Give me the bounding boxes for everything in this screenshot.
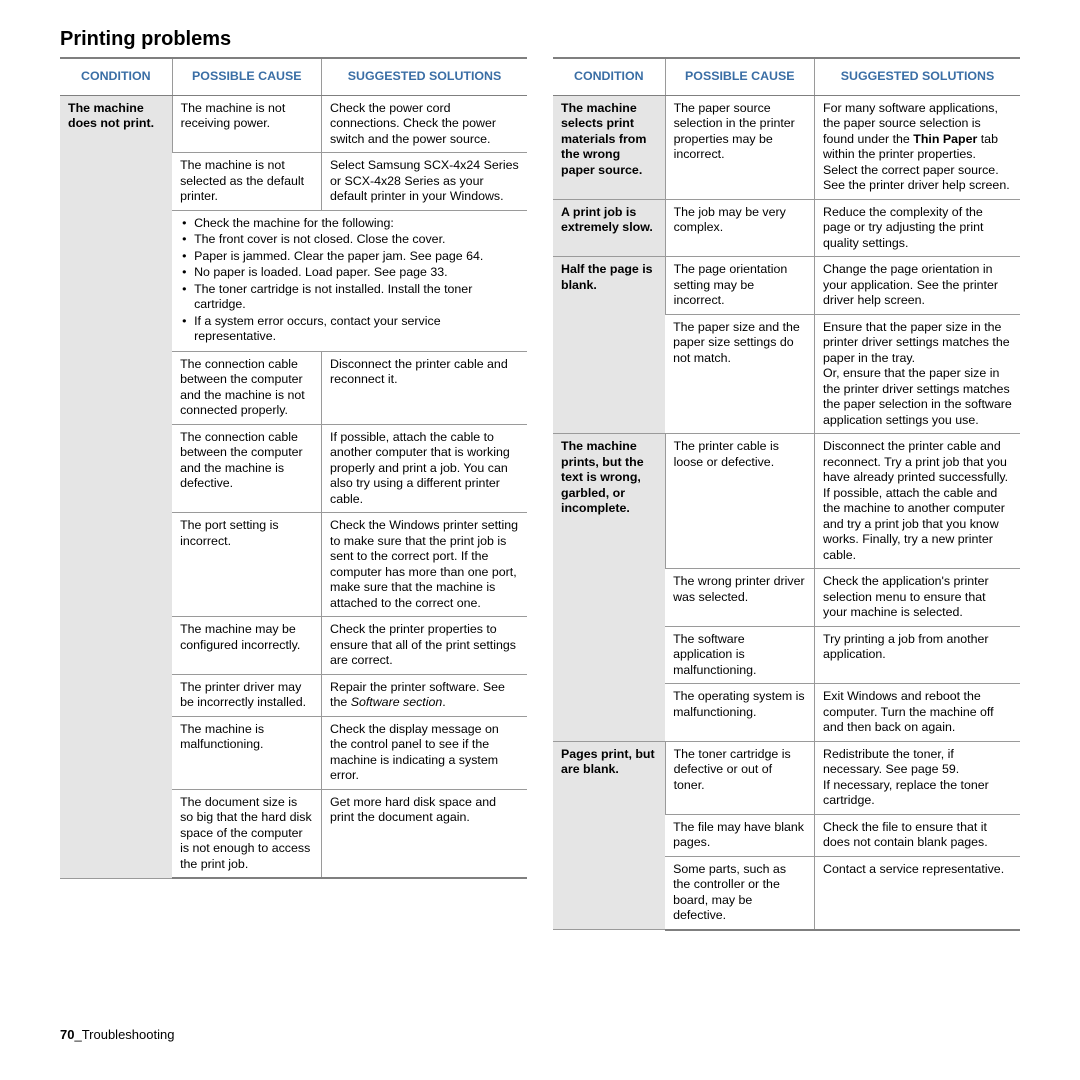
solution-cell: Check the file to ensure that it does no… [815, 814, 1020, 856]
cause-cell: The machine may be configured incorrectl… [172, 617, 321, 675]
cause-cell: The job may be very complex. [665, 199, 814, 257]
solution-cell: Try printing a job from another applicat… [815, 626, 1020, 684]
cause-cell: The wrong printer driver was selected. [665, 569, 814, 627]
left-table: CONDITION POSSIBLE CAUSE SUGGESTED SOLUT… [60, 57, 527, 879]
table-row: The machine selects print materials from… [553, 95, 1020, 199]
th-cause: POSSIBLE CAUSE [172, 58, 321, 95]
list-item: No paper is loaded. Load paper. See page… [180, 265, 519, 281]
list-item: The toner cartridge is not installed. In… [180, 282, 519, 313]
condition-cell: The machine selects print materials from… [553, 95, 665, 199]
left-column: CONDITION POSSIBLE CAUSE SUGGESTED SOLUT… [60, 57, 527, 931]
th-condition: CONDITION [60, 58, 172, 95]
sol-bold: Thin Paper [913, 132, 977, 146]
cause-cell: The software application is malfunctioni… [665, 626, 814, 684]
th-solution: SUGGESTED SOLUTIONS [815, 58, 1020, 95]
cause-cell: The operating system is malfunctioning. [665, 684, 814, 742]
checklist-cell: Check the machine for the following: The… [172, 210, 527, 351]
solution-cell: Exit Windows and reboot the computer. Tu… [815, 684, 1020, 742]
condition-cell: A print job is extremely slow. [553, 199, 665, 257]
cause-cell: The toner cartridge is defective or out … [665, 741, 814, 814]
solution-cell: Change the page orientation in your appl… [815, 257, 1020, 315]
solution-cell: Check the printer properties to ensure t… [322, 617, 527, 675]
solution-cell: If possible, attach the cable to another… [322, 424, 527, 513]
sol-ital: Software section [351, 695, 443, 709]
cause-cell: The connection cable between the compute… [172, 351, 321, 424]
list-item: The front cover is not closed. Close the… [180, 232, 519, 248]
cause-cell: The machine is not selected as the defau… [172, 153, 321, 211]
cause-cell: Some parts, such as the controller or th… [665, 856, 814, 930]
columns-wrapper: CONDITION POSSIBLE CAUSE SUGGESTED SOLUT… [60, 57, 1020, 931]
solution-cell: Get more hard disk space and print the d… [322, 789, 527, 878]
list-item: If a system error occurs, contact your s… [180, 314, 519, 345]
page-root: Printing problems CONDITION POSSIBLE CAU… [0, 0, 1080, 931]
list-item: Paper is jammed. Clear the paper jam. Se… [180, 249, 519, 265]
table-row: The machine does not print. The machine … [60, 95, 527, 153]
cause-cell: The paper source selection in the printe… [665, 95, 814, 199]
cause-cell: The page orientation setting may be inco… [665, 257, 814, 315]
th-solution: SUGGESTED SOLUTIONS [322, 58, 527, 95]
list-item: Check the machine for the following: [180, 216, 519, 232]
cause-cell: The machine is malfunctioning. [172, 716, 321, 789]
condition-cell: Half the page is blank. [553, 257, 665, 434]
right-column: CONDITION POSSIBLE CAUSE SUGGESTED SOLUT… [553, 57, 1020, 931]
sol-text: . [442, 695, 445, 709]
solution-cell: Reduce the complexity of the page or try… [815, 199, 1020, 257]
solution-cell: Disconnect the printer cable and reconne… [815, 434, 1020, 569]
table-row: Pages print, but are blank. The toner ca… [553, 741, 1020, 814]
solution-cell: Repair the printer software. See the Sof… [322, 674, 527, 716]
right-table: CONDITION POSSIBLE CAUSE SUGGESTED SOLUT… [553, 57, 1020, 931]
cause-cell: The document size is so big that the har… [172, 789, 321, 878]
cause-cell: The printer driver may be incorrectly in… [172, 674, 321, 716]
cause-cell: The machine is not receiving power. [172, 95, 321, 153]
solution-cell: Contact a service representative. [815, 856, 1020, 930]
solution-cell: Check the power cord connections. Check … [322, 95, 527, 153]
solution-cell: Check the display message on the control… [322, 716, 527, 789]
condition-cell: The machine does not print. [60, 95, 172, 878]
solution-cell: Check the application's printer selectio… [815, 569, 1020, 627]
solution-cell: Ensure that the paper size in the printe… [815, 314, 1020, 434]
page-footer: 70_Troubleshooting [60, 1027, 174, 1042]
table-row: The machine prints, but the text is wron… [553, 434, 1020, 569]
condition-cell: The machine prints, but the text is wron… [553, 434, 665, 742]
solution-cell: Redistribute the toner, if necessary. Se… [815, 741, 1020, 814]
solution-cell: Check the Windows printer setting to mak… [322, 513, 527, 617]
page-number: 70 [60, 1027, 74, 1042]
table-row: A print job is extremely slow. The job m… [553, 199, 1020, 257]
cause-cell: The file may have blank pages. [665, 814, 814, 856]
th-cause: POSSIBLE CAUSE [665, 58, 814, 95]
cause-cell: The port setting is incorrect. [172, 513, 321, 617]
cause-cell: The paper size and the paper size settin… [665, 314, 814, 434]
checklist: Check the machine for the following: The… [180, 216, 519, 345]
cause-cell: The printer cable is loose or defective. [665, 434, 814, 569]
cause-cell: The connection cable between the compute… [172, 424, 321, 513]
solution-cell: Select Samsung SCX-4x24 Series or SCX-4x… [322, 153, 527, 211]
solution-cell: For many software applications, the pape… [815, 95, 1020, 199]
section-title: Printing problems [60, 28, 1020, 51]
footer-label: _Troubleshooting [74, 1027, 174, 1042]
solution-cell: Disconnect the printer cable and reconne… [322, 351, 527, 424]
th-condition: CONDITION [553, 58, 665, 95]
table-row: Half the page is blank. The page orienta… [553, 257, 1020, 315]
condition-cell: Pages print, but are blank. [553, 741, 665, 930]
